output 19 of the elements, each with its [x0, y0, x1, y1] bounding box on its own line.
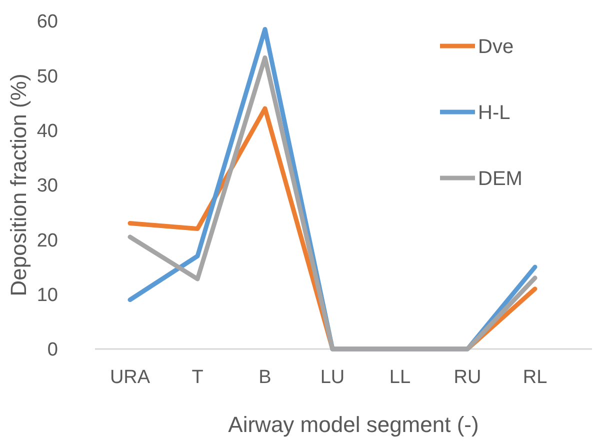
- legend-label: H-L: [478, 102, 510, 124]
- y-tick-label: 40: [36, 120, 58, 142]
- x-tick-label: LL: [389, 367, 411, 388]
- x-tick-label: RU: [454, 367, 482, 388]
- y-tick-label: 30: [36, 176, 58, 197]
- x-tick-label: RL: [522, 367, 548, 388]
- x-tick-label: URA: [110, 367, 150, 388]
- y-tick-label: 20: [36, 230, 58, 252]
- y-tick-label: 50: [36, 66, 58, 88]
- y-tick-label: 60: [36, 12, 58, 33]
- y-tick-label: 10: [36, 284, 58, 306]
- x-axis-title: Airway model segment (-): [228, 412, 479, 437]
- y-axis-title: Deposition fraction (%): [6, 74, 31, 296]
- x-tick-label: T: [192, 367, 204, 388]
- legend-label: DEM: [478, 168, 522, 190]
- y-tick-label: 0: [47, 340, 58, 361]
- x-tick-label: LU: [320, 367, 345, 388]
- legend-label: Dve: [478, 36, 514, 58]
- x-tick-label: B: [258, 367, 272, 388]
